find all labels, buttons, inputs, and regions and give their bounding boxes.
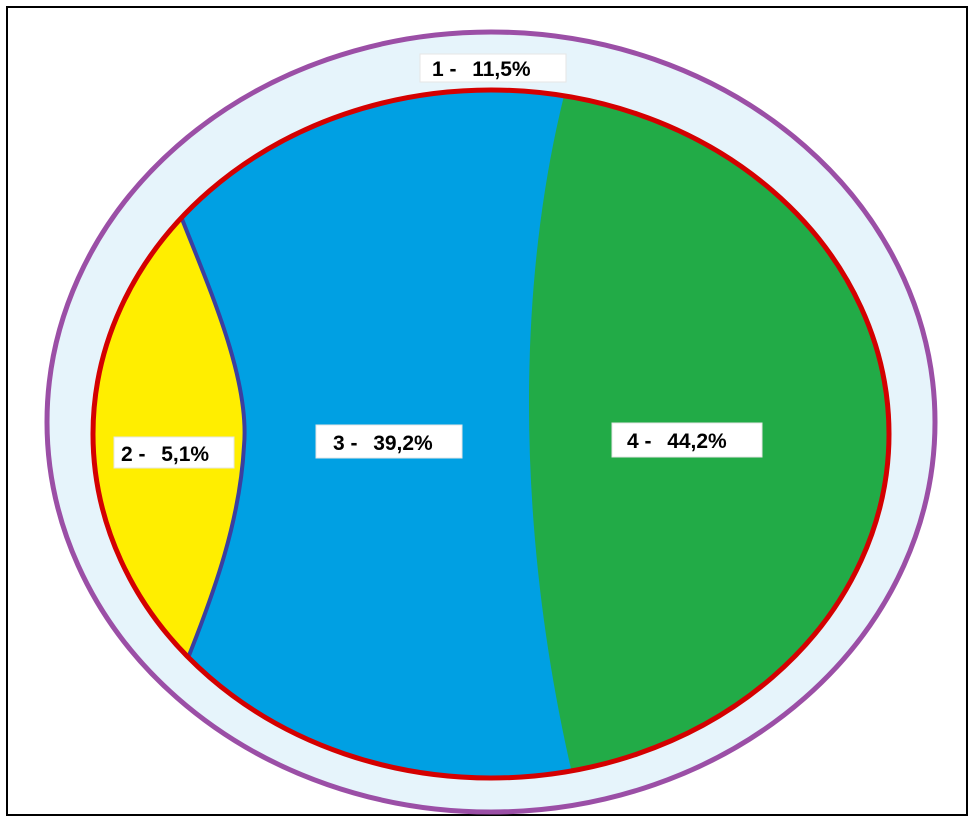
label-segment-4-value: 44,2%: [667, 430, 727, 453]
svg-text:3 - 39,2%: 3 - 39,2%: [333, 432, 433, 455]
divider-2-3: [180, 218, 247, 659]
label-segment-1: 1 - 11,5%: [419, 53, 567, 83]
label-segment-3: 3 - 39,2%: [315, 424, 463, 459]
svg-text:4 - 44,2%: 4 - 44,2%: [627, 430, 727, 453]
inner-ellipse-outline: [90, 87, 892, 781]
label-segment-1-value: 11,5%: [472, 58, 531, 81]
svg-text:1 - 11,5%: 1 - 11,5%: [432, 58, 531, 81]
label-segment-2-prefix: 2 -: [121, 443, 151, 466]
label-segment-2: 2 - 5,1%: [113, 436, 235, 469]
label-segment-4: 4 - 44,2%: [611, 422, 763, 458]
label-segment-2-value: 5,1%: [161, 443, 209, 466]
label-segment-3-value: 39,2%: [373, 432, 433, 455]
label-segment-1-prefix: 1 -: [432, 58, 462, 81]
label-segment-3-prefix: 3 -: [333, 432, 363, 455]
label-segment-4-prefix: 4 -: [627, 430, 657, 453]
svg-text:2 - 5,1%: 2 - 5,1%: [121, 443, 209, 466]
